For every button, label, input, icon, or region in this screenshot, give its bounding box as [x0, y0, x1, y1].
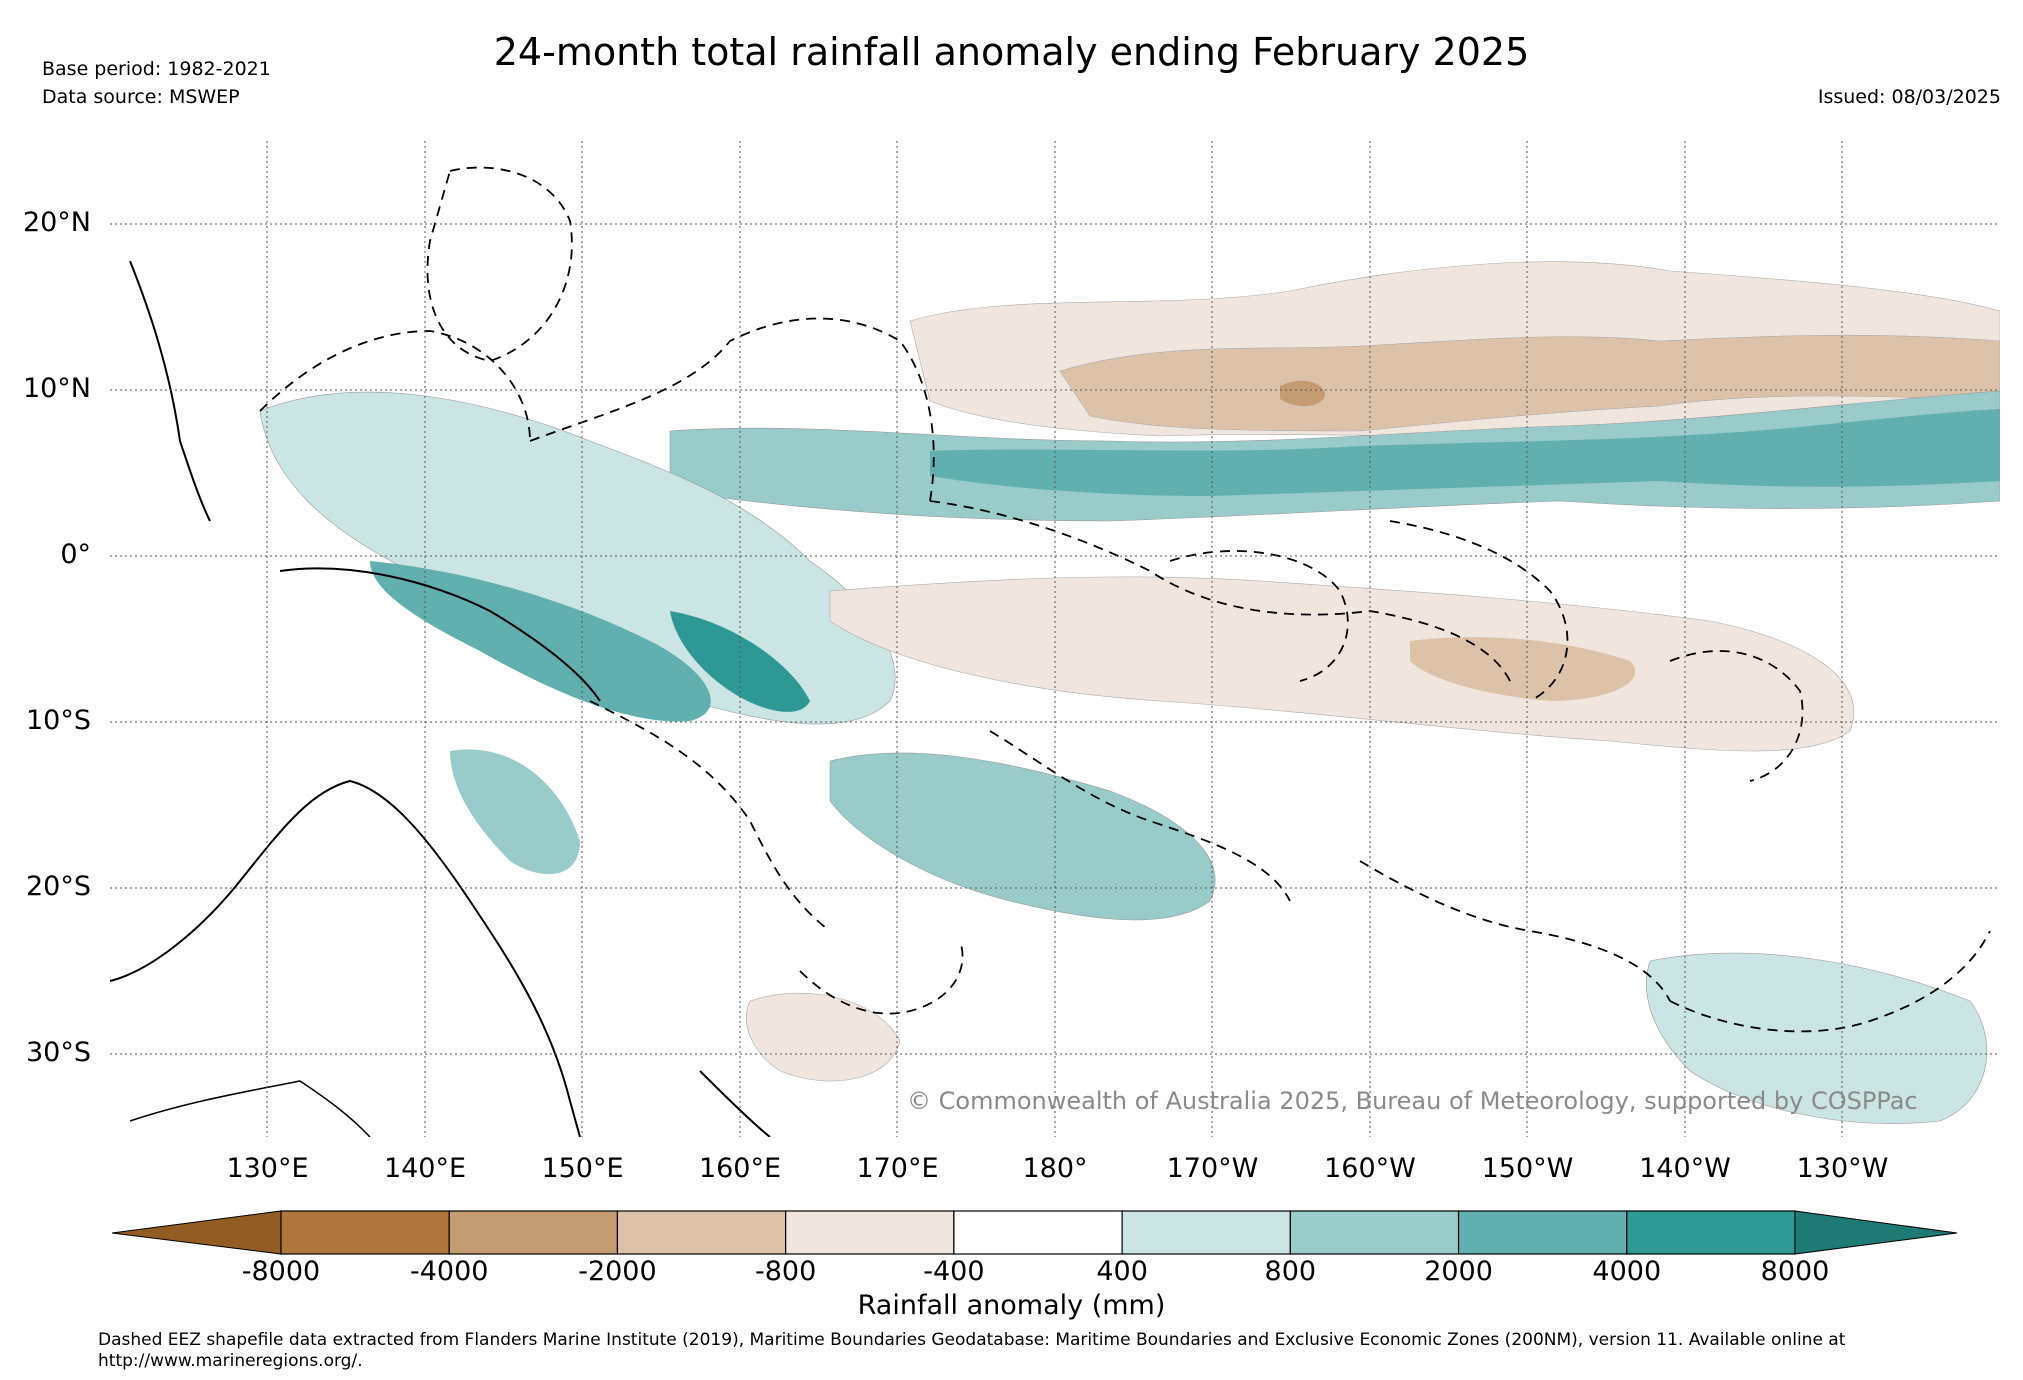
colorbar-tick-label: 8000: [1760, 1256, 1830, 1287]
colorbar-tick-label: -800: [755, 1256, 817, 1287]
dry-anomaly-south-islands: [746, 992, 901, 1082]
longitude-label: 130°E: [226, 1153, 309, 1184]
dry-anomaly-north-core: [1059, 334, 2000, 432]
colorbar-tick-label: -4000: [409, 1256, 489, 1287]
dry-anomaly-south-equatorial: [829, 576, 1855, 752]
colorbar-tick-label: 2000: [1424, 1256, 1493, 1287]
wet-anomaly-itcz-core: [930, 409, 2000, 496]
dry-anomaly-north-spot: [1280, 380, 1325, 407]
colorbar-tick-label: 800: [1264, 1256, 1317, 1287]
latitude-label: 30°S: [26, 1037, 91, 1068]
colorbar-tick-label: -2000: [578, 1256, 657, 1287]
dry-anomaly-south-core: [1410, 637, 1636, 701]
gridlines: [110, 141, 2000, 1137]
longitude-label: 150°E: [541, 1153, 624, 1184]
colorbar: [111, 1210, 1958, 1255]
colorbar-tick-label: -400: [923, 1256, 985, 1287]
new-zealand-coastline: [699, 1070, 771, 1137]
colorbar-swatch: [1289, 1210, 1460, 1255]
longitude-label: 160°E: [698, 1153, 782, 1184]
colorbar-label: Rainfall anomaly (mm): [857, 1290, 1166, 1321]
issued-date: Issued: 08/03/2025: [1817, 86, 2001, 108]
colorbar-swatch: [1457, 1210, 1628, 1255]
wet-anomaly-southwest: [829, 752, 1216, 921]
wet-anomaly-png: [370, 561, 711, 722]
colorbar-tick-label: 400: [1096, 1256, 1148, 1287]
longitude-label: 180°: [1022, 1153, 1088, 1184]
png-coastline: [279, 567, 601, 702]
colorbar-swatch: [1626, 1210, 1796, 1255]
longitude-label: 170°W: [1166, 1153, 1259, 1184]
copyright-notice: © Commonwealth of Australia 2025, Bureau…: [907, 1087, 1918, 1115]
latitude-label: 10°N: [22, 373, 91, 404]
colorbar-swatch: [448, 1210, 619, 1255]
latitude-label: 20°S: [26, 871, 91, 902]
longitude-label: 130°W: [1796, 1153, 1889, 1184]
longitude-label: 140°W: [1639, 1153, 1731, 1184]
wet-anomaly-southeast: [1646, 952, 1988, 1124]
rainfall-anomaly-map: [110, 141, 2000, 1137]
base-period: Base period: 1982-2021: [42, 58, 271, 80]
philippines-coastline: [129, 260, 211, 522]
latitude-label: 10°S: [26, 705, 91, 736]
tasmania-coastline: [129, 1080, 371, 1137]
colorbar-tick-label: 4000: [1592, 1256, 1662, 1287]
australia-coastline: [110, 779, 581, 1137]
longitude-label: 170°E: [856, 1153, 939, 1184]
map-title: 24-month total rainfall anomaly ending F…: [493, 30, 1530, 74]
colorbar-swatch: [1121, 1210, 1291, 1255]
colorbar-swatch: [280, 1210, 450, 1255]
colorbar-swatch: [616, 1210, 787, 1255]
colorbar-swatch: [785, 1210, 955, 1255]
colorbar-swatch: [953, 1210, 1123, 1255]
footnote: Dashed EEZ shapefile data extracted from…: [98, 1330, 1846, 1371]
longitude-label: 140°E: [383, 1153, 467, 1184]
eez-boundaries: [259, 166, 1991, 1033]
colorbar-extend-low: [111, 1210, 282, 1255]
longitude-label: 150°W: [1481, 1153, 1574, 1184]
colorbar-extend-high: [1794, 1210, 1958, 1255]
data-source: Data source: MSWEP: [42, 86, 240, 108]
latitude-label: 20°N: [22, 207, 91, 238]
longitude-label: 160°W: [1324, 1153, 1416, 1184]
wet-anomaly-australia-east: [450, 749, 580, 875]
colorbar-tick-label: -8000: [241, 1256, 321, 1287]
latitude-label: 0°: [60, 539, 91, 570]
